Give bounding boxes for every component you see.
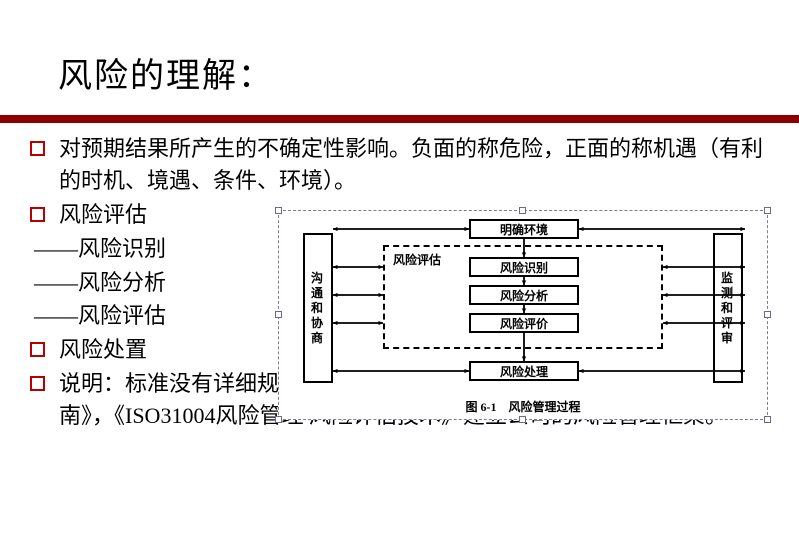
title-underline bbox=[0, 115, 799, 123]
diagram-canvas: 沟通和协商 监测和评审 风险评估 明确环境 风险识别 风险分析 风险评价 风险处… bbox=[279, 211, 767, 419]
bullet-text: 对预期结果所产生的不确定性影响。负面的称危险，正面的称机遇（有利的时机、境遇、条… bbox=[59, 133, 773, 197]
bullet-icon bbox=[30, 207, 45, 222]
flow-node: 风险分析 bbox=[469, 285, 579, 305]
flow-group-label: 风险评估 bbox=[393, 251, 441, 268]
bullet-icon bbox=[30, 376, 45, 391]
bullet-icon bbox=[30, 141, 45, 156]
flow-node-right: 监测和评审 bbox=[713, 233, 743, 383]
bullet-icon bbox=[30, 342, 45, 357]
diagram-caption: 图 6-1 风险管理过程 bbox=[279, 398, 767, 415]
embedded-diagram[interactable]: 沟通和协商 监测和评审 风险评估 明确环境 风险识别 风险分析 风险评价 风险处… bbox=[278, 210, 768, 420]
flow-node: 风险评价 bbox=[469, 313, 579, 333]
flow-node: 风险处理 bbox=[469, 361, 579, 381]
slide-title: 风险的理解： bbox=[58, 48, 799, 97]
flow-node-left: 沟通和协商 bbox=[303, 233, 333, 383]
flow-node: 风险识别 bbox=[469, 257, 579, 277]
flow-node: 明确环境 bbox=[469, 219, 579, 239]
bullet-item: 对预期结果所产生的不确定性影响。负面的称危险，正面的称机遇（有利的时机、境遇、条… bbox=[30, 133, 773, 197]
